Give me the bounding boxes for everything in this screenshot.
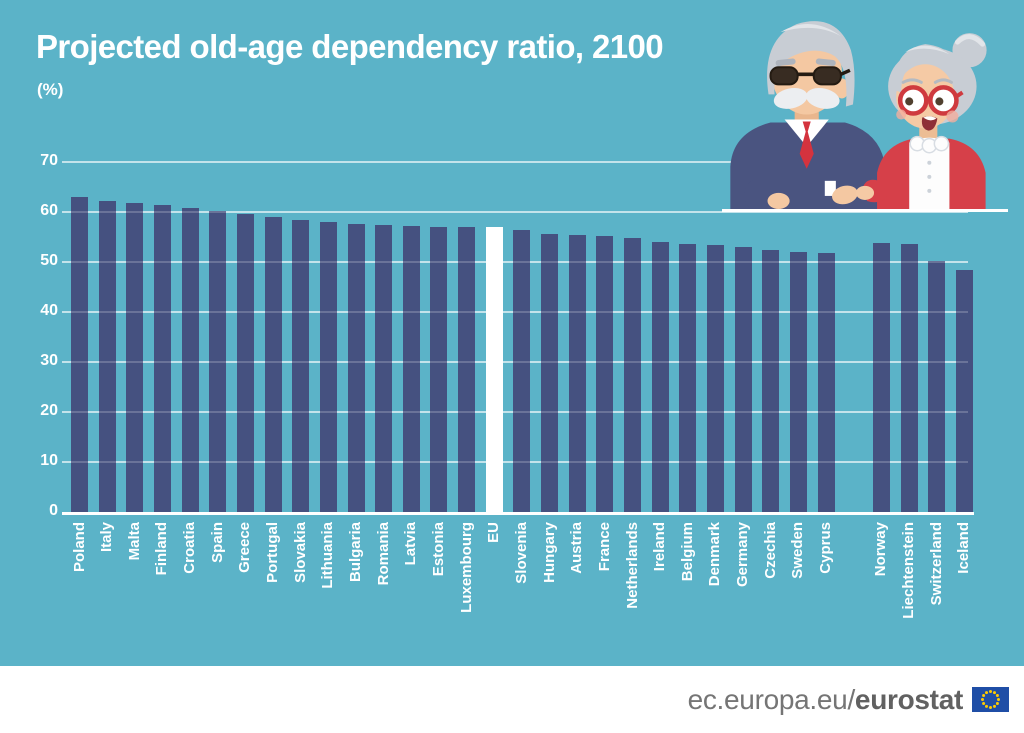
chart-unit-label: (%) bbox=[37, 80, 64, 99]
ledge-line bbox=[722, 209, 1008, 212]
y-tick-label: 0 bbox=[49, 502, 58, 520]
x-label-italy: Italy bbox=[98, 522, 116, 553]
x-label-netherlands: Netherlands bbox=[623, 522, 641, 609]
y-tick-label: 20 bbox=[40, 402, 58, 420]
footer-url: ec.europa.eu/eurostat bbox=[687, 683, 964, 716]
x-label-cyprus: Cyprus bbox=[817, 522, 835, 574]
x-label-liechtenstein: Liechtenstein bbox=[900, 522, 917, 619]
x-label-denmark: Denmark bbox=[706, 522, 724, 587]
bar-chart: 0 10 20 30 40 50 60 70 Poland Italy Malta Finland Cr… bbox=[40, 152, 974, 619]
bar-lithuania bbox=[319, 221, 337, 512]
x-label-norway: Norway bbox=[872, 522, 890, 577]
eu-flag-icon bbox=[972, 687, 1009, 712]
x-label-croatia: Croatia bbox=[181, 522, 199, 574]
x-axis-line bbox=[62, 512, 974, 515]
bar-hungary bbox=[541, 234, 559, 512]
gridline-overlay bbox=[62, 361, 968, 363]
x-label-eu: EU bbox=[485, 522, 503, 543]
bar-switzerland bbox=[928, 261, 946, 512]
gridline-overlay bbox=[62, 211, 968, 213]
x-label-portugal: Portugal bbox=[264, 522, 282, 583]
x-label-hungary: Hungary bbox=[540, 522, 558, 583]
elderly-woman bbox=[855, 33, 987, 211]
bar-greece bbox=[236, 214, 254, 512]
chart-title: Projected old-age dependency ratio, 2100 bbox=[36, 28, 664, 65]
bar-estonia bbox=[430, 226, 448, 512]
y-tick-label: 30 bbox=[40, 352, 58, 370]
x-label-bulgaria: Bulgaria bbox=[347, 522, 364, 583]
x-label-romania: Romania bbox=[374, 522, 392, 586]
elderly-couple-illustration bbox=[718, 10, 1012, 211]
bar-liechtenstein bbox=[900, 243, 918, 512]
y-tick-label: 50 bbox=[40, 252, 58, 270]
bar-romania bbox=[375, 224, 393, 512]
x-label-finland: Finland bbox=[153, 522, 171, 576]
elderly-couple-svg bbox=[730, 21, 987, 211]
bar-luxembourg bbox=[458, 227, 476, 512]
y-tick-label: 10 bbox=[40, 452, 58, 470]
y-tick-label: 40 bbox=[40, 302, 58, 320]
bar-latvia bbox=[402, 225, 420, 512]
x-label-sweden: Sweden bbox=[789, 522, 807, 579]
gridline-overlay bbox=[62, 311, 968, 313]
bar-italy bbox=[98, 201, 116, 512]
bar-denmark bbox=[706, 245, 724, 512]
bar-cyprus bbox=[817, 252, 835, 512]
bar-netherlands bbox=[624, 237, 641, 512]
bar-bulgaria bbox=[347, 223, 365, 512]
x-label-france: France bbox=[595, 522, 613, 572]
bar-czechia bbox=[762, 250, 780, 512]
x-label-slovakia: Slovakia bbox=[291, 522, 309, 583]
footer-url-eurostat: eurostat bbox=[854, 683, 963, 715]
bar-finland bbox=[153, 205, 171, 512]
y-tick-label: 70 bbox=[40, 152, 58, 170]
gridline-overlay bbox=[62, 461, 968, 463]
x-label-malta: Malta bbox=[125, 522, 143, 561]
gridline-overlay bbox=[62, 261, 968, 263]
bar-austria bbox=[568, 235, 586, 512]
bar-spain bbox=[209, 211, 227, 512]
bar-poland bbox=[71, 197, 88, 512]
x-label-belgium: Belgium bbox=[678, 522, 696, 582]
bar-france bbox=[596, 235, 614, 512]
footer-url-domain: ec.europa.eu/ bbox=[687, 683, 856, 715]
x-label-germany: Germany bbox=[734, 522, 752, 588]
x-label-estonia: Estonia bbox=[429, 522, 447, 577]
x-label-luxembourg: Luxembourg bbox=[457, 522, 475, 613]
bar-iceland bbox=[955, 269, 973, 512]
bar-portugal bbox=[264, 216, 282, 512]
x-label-greece: Greece bbox=[236, 522, 254, 573]
gridline-overlay bbox=[62, 411, 968, 413]
bar-germany bbox=[734, 246, 752, 512]
y-tick-label: 60 bbox=[40, 202, 58, 220]
x-label-lithuania: Lithuania bbox=[319, 522, 337, 589]
bar-ireland bbox=[651, 241, 669, 512]
gridline bbox=[62, 161, 968, 163]
bar-slovenia bbox=[513, 229, 531, 512]
bar-slovakia bbox=[292, 219, 310, 512]
bar-belgium bbox=[679, 244, 697, 512]
gridline bbox=[62, 211, 968, 213]
x-label-czechia: Czechia bbox=[761, 522, 779, 579]
x-label-spain: Spain bbox=[208, 522, 226, 563]
x-label-switzerland: Switzerland bbox=[927, 522, 945, 606]
bar-norway bbox=[872, 243, 890, 512]
footer-bar: ec.europa.eu/eurostat bbox=[0, 666, 1024, 733]
eu-flag-stars bbox=[981, 690, 1000, 709]
x-label-austria: Austria bbox=[568, 522, 586, 574]
x-label-iceland: Iceland bbox=[955, 522, 973, 574]
gridline-overlay bbox=[62, 161, 968, 163]
x-label-poland: Poland bbox=[70, 522, 88, 573]
bar-croatia bbox=[181, 208, 199, 512]
x-label-ireland: Ireland bbox=[651, 522, 669, 572]
bar-malta bbox=[126, 203, 144, 512]
x-label-slovenia: Slovenia bbox=[512, 522, 530, 584]
elderly-man bbox=[730, 21, 886, 211]
bar-eu bbox=[485, 226, 503, 512]
x-label-latvia: Latvia bbox=[402, 522, 420, 566]
bar-sweden bbox=[789, 251, 807, 512]
